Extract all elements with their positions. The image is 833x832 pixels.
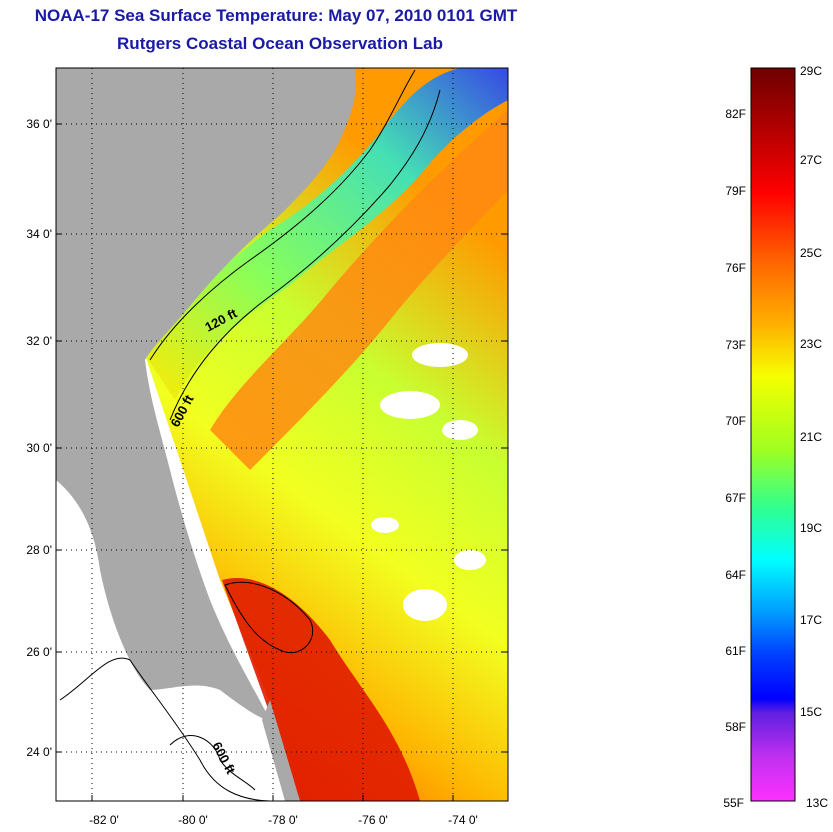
southern-warm-water: [222, 578, 420, 801]
map-title: NOAA-17 Sea Surface Temperature: May 07,…: [34, 6, 518, 25]
fahrenheit-label: 76F: [725, 261, 746, 275]
latitude-labels: 36 0' 34 0' 32 0' 30 0' 28 0' 26 0' 24 0…: [26, 117, 52, 759]
lat-label: 34 0': [26, 227, 52, 241]
fahrenheit-label: 67F: [725, 491, 746, 505]
lat-label: 32 0': [26, 334, 52, 348]
celsius-label: 13C: [806, 796, 828, 810]
colorbar-gradient: [750, 67, 796, 802]
colorbar-fahrenheit-labels: 82F 79F 76F 73F 70F 67F 64F 61F 58F 55F: [723, 107, 746, 810]
fahrenheit-label: 73F: [725, 338, 746, 352]
cloud-patches: [371, 343, 486, 621]
colorbar-celsius-labels: 29C 27C 25C 23C 21C 19C 17C 15C 13C: [800, 64, 828, 810]
map-area: 120 ft 600 ft 600 ft: [56, 68, 508, 801]
fahrenheit-label: 79F: [725, 184, 746, 198]
celsius-label: 29C: [800, 64, 822, 78]
map-subtitle: Rutgers Coastal Ocean Observation Lab: [117, 34, 443, 53]
lat-label: 28 0': [26, 543, 52, 557]
depth-contours: [59, 69, 441, 801]
colorbar: 29C 27C 25C 23C 21C 19C 17C 15C 13C 82F …: [723, 64, 828, 810]
lat-label: 26 0': [26, 645, 52, 659]
gulf-stream: [210, 110, 508, 470]
fahrenheit-label: 61F: [725, 644, 746, 658]
celsius-label: 25C: [800, 246, 822, 260]
grid-lines: [56, 68, 508, 801]
longitude-labels: -82 0' -80 0' -78 0' -76 0' -74 0': [89, 813, 478, 827]
tick-marks: [56, 123, 508, 801]
lon-label: -76 0': [358, 813, 388, 827]
fahrenheit-label: 82F: [725, 107, 746, 121]
lat-label: 30 0': [26, 441, 52, 455]
fahrenheit-label: 70F: [725, 414, 746, 428]
lat-label: 36 0': [26, 117, 52, 131]
celsius-label: 15C: [800, 705, 822, 719]
celsius-label: 21C: [800, 430, 822, 444]
celsius-label: 19C: [800, 521, 822, 535]
lon-label: -82 0': [89, 813, 119, 827]
lon-label: -78 0': [268, 813, 298, 827]
land-mainland: [56, 68, 356, 720]
fahrenheit-label: 58F: [725, 720, 746, 734]
fahrenheit-label: 64F: [725, 568, 746, 582]
celsius-label: 17C: [800, 613, 822, 627]
lon-label: -74 0': [448, 813, 478, 827]
celsius-label: 23C: [800, 337, 822, 351]
celsius-label: 27C: [800, 153, 822, 167]
lon-label: -80 0': [178, 813, 208, 827]
land-islands: [262, 700, 300, 801]
map-frame: [55, 67, 509, 802]
fahrenheit-label: 55F: [723, 796, 744, 810]
lat-label: 24 0': [26, 745, 52, 759]
